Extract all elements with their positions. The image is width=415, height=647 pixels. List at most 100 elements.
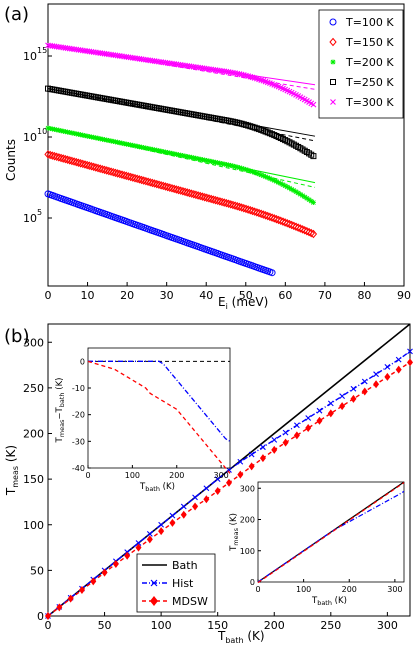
mdsw-marker xyxy=(45,612,51,620)
mdsw-marker xyxy=(248,462,255,471)
data-point xyxy=(271,177,277,183)
mdsw-marker xyxy=(316,416,323,425)
mdsw-marker xyxy=(158,527,165,536)
inset-measured-x-label: Tbath (K) xyxy=(311,596,347,607)
y-tick-label: -40 xyxy=(72,464,85,473)
data-point xyxy=(227,200,235,209)
data-point xyxy=(135,175,144,184)
data-point xyxy=(44,150,52,159)
data-point xyxy=(107,167,115,176)
data-point xyxy=(127,172,135,182)
data-point xyxy=(293,189,299,195)
data-point xyxy=(181,187,189,197)
x-tick-label: 300 xyxy=(377,619,398,632)
legend-label: MDSW xyxy=(172,595,208,608)
mdsw-marker xyxy=(293,431,300,440)
data-point xyxy=(53,152,61,162)
hist-marker xyxy=(271,436,278,443)
mdsw-marker xyxy=(124,551,131,560)
mdsw-marker xyxy=(395,365,402,374)
y-tick-exponent: 15 xyxy=(37,46,47,55)
panel-a-legend: T=100 K T=150 K T=200 K T=250 K T=300 K xyxy=(318,9,404,119)
data-point xyxy=(263,174,269,180)
x-tick-label: 0 xyxy=(45,619,52,632)
data-point xyxy=(92,163,100,172)
panel-b-title: (b) xyxy=(4,326,29,347)
data-point xyxy=(239,165,245,171)
data-point xyxy=(288,220,296,230)
data-point xyxy=(253,208,261,217)
data-point xyxy=(230,163,236,169)
data-point xyxy=(310,200,316,206)
y-tick-label: -20 xyxy=(72,411,85,420)
data-point xyxy=(308,198,314,204)
data-point xyxy=(157,181,165,190)
mdsw-marker xyxy=(407,358,413,367)
data-point xyxy=(284,184,290,190)
data-point xyxy=(289,186,295,192)
legend-marker xyxy=(330,99,336,105)
inset-mdsw-line xyxy=(87,360,231,474)
y-tick-exponent: 10 xyxy=(37,127,47,136)
data-point xyxy=(261,211,270,220)
legend-label: T=250 K xyxy=(345,76,394,89)
data-point xyxy=(267,176,273,182)
data-point xyxy=(66,156,74,165)
data-point xyxy=(255,208,263,218)
legend-label: T=100 K xyxy=(345,16,394,29)
y-tick-label: 0 xyxy=(250,578,255,587)
mdsw-marker xyxy=(350,394,357,403)
data-point xyxy=(122,171,130,181)
data-point xyxy=(296,224,305,233)
legend-label: T=150 K xyxy=(345,36,394,49)
data-point xyxy=(170,184,178,194)
hist-marker xyxy=(192,494,198,501)
data-point xyxy=(268,269,276,277)
y-tick-label: 10 xyxy=(23,212,37,225)
data-point xyxy=(194,191,202,200)
data-point xyxy=(279,217,287,226)
data-point xyxy=(131,173,139,183)
data-point xyxy=(276,180,282,186)
data-point xyxy=(63,155,72,165)
data-point xyxy=(103,166,111,175)
data-point xyxy=(297,191,303,197)
data-point xyxy=(273,178,279,184)
legend-label: T=300 K xyxy=(345,96,394,109)
data-point xyxy=(46,150,54,160)
panel-a-title: (a) xyxy=(4,4,29,25)
panel-b-y-ticks: 0 50 100 150 200 250 300 xyxy=(23,336,52,623)
mdsw-marker xyxy=(146,535,153,544)
y-tick-label: 300 xyxy=(23,336,44,349)
data-point xyxy=(242,204,250,214)
mdsw-marker xyxy=(203,495,210,504)
data-point xyxy=(226,162,232,168)
data-point xyxy=(306,197,312,203)
data-point xyxy=(209,195,218,204)
data-point xyxy=(118,170,126,179)
hist-marker xyxy=(293,422,300,429)
data-point xyxy=(144,177,152,187)
data-point xyxy=(232,164,238,170)
data-point xyxy=(252,169,258,175)
data-point xyxy=(218,197,226,207)
mdsw-marker xyxy=(135,543,142,552)
data-point xyxy=(168,184,176,193)
mdsw-marker xyxy=(192,502,199,511)
data-point xyxy=(286,185,292,191)
data-point xyxy=(222,198,231,208)
inset-difference-box xyxy=(87,347,231,469)
x-tick-label: 100 xyxy=(125,471,140,480)
data-point xyxy=(183,188,191,197)
data-point xyxy=(211,195,220,205)
data-point xyxy=(83,160,91,170)
data-point xyxy=(111,168,120,178)
data-point xyxy=(155,180,163,189)
data-point xyxy=(74,158,83,167)
mdsw-marker xyxy=(327,409,334,418)
inset-measured-y-label: Tmeas (K) xyxy=(229,513,240,552)
y-tick-label: 300 xyxy=(240,484,255,493)
data-point xyxy=(153,179,161,189)
hist-marker xyxy=(214,476,221,483)
panel-b-series xyxy=(45,323,413,620)
